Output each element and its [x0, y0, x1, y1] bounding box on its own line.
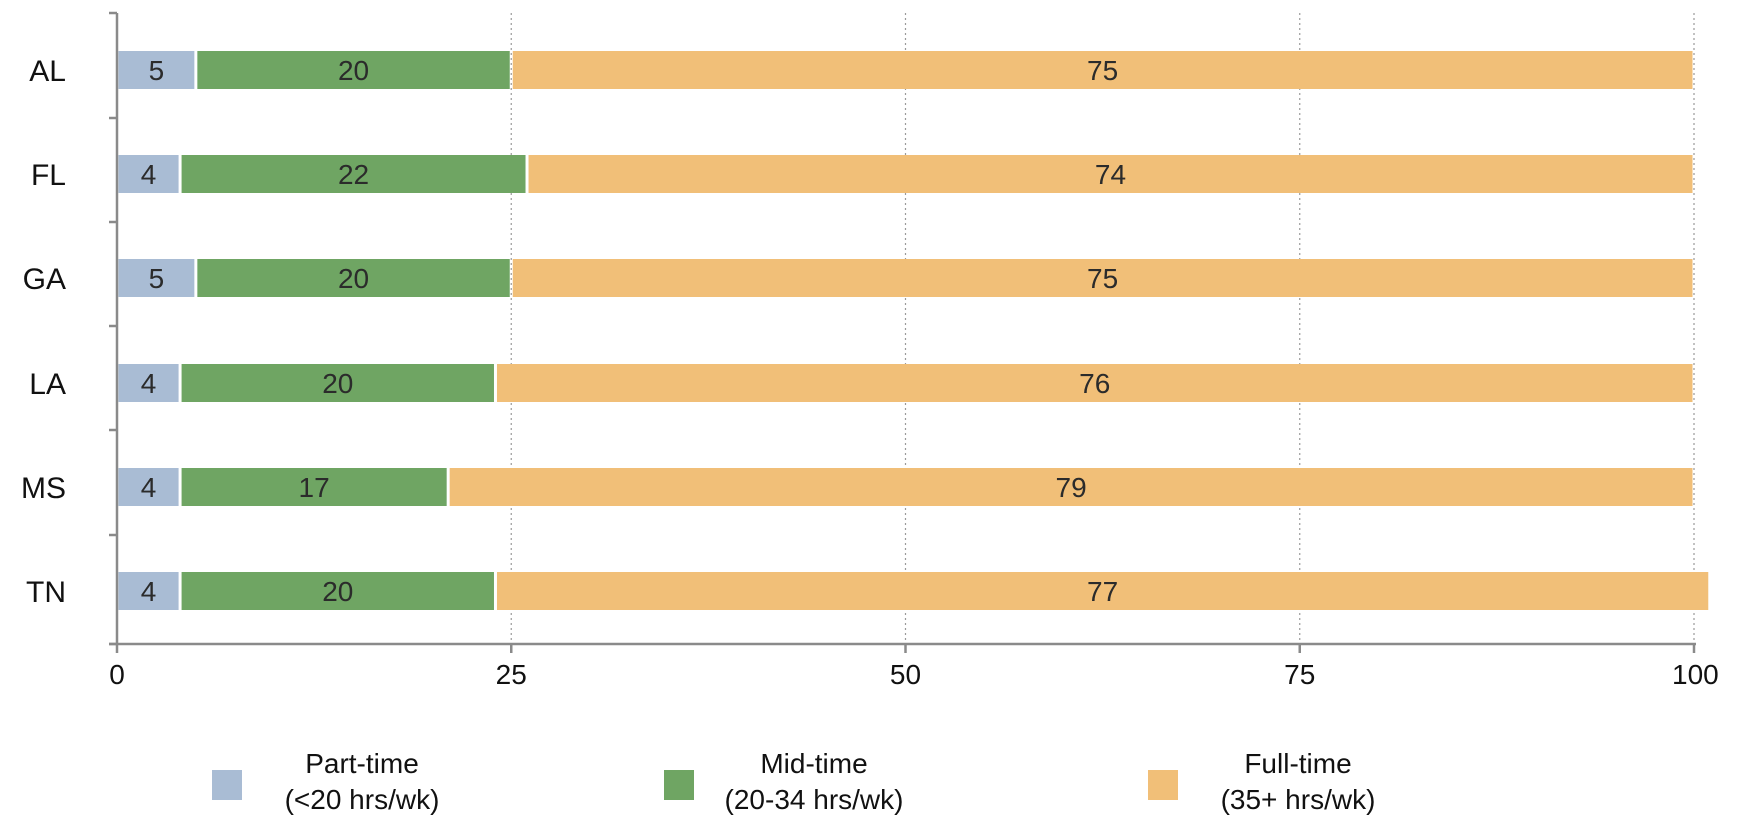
data-label: 75: [1087, 55, 1118, 86]
bar-segment-mid-time: [197, 259, 510, 297]
legend-label: Part-time: [305, 748, 419, 779]
data-label: 20: [338, 55, 369, 86]
legend-label: (20-34 hrs/wk): [725, 784, 904, 815]
data-label: 20: [338, 263, 369, 294]
bar-segment-part-time: [118, 468, 179, 506]
data-label: 76: [1079, 368, 1110, 399]
legend-label: Full-time: [1244, 748, 1351, 779]
data-label: 74: [1095, 159, 1126, 190]
bar-segment-mid-time: [181, 155, 526, 193]
legend-swatch: [212, 770, 242, 800]
bar-segment-part-time: [118, 259, 195, 297]
bar-segment-full-time: [496, 572, 1709, 610]
data-label: 4: [141, 368, 157, 399]
axis-layer: AL FL GA LA MS TN 0 25 50 75 100: [21, 11, 1719, 690]
bar-segment-part-time: [118, 155, 179, 193]
legend-swatch: [664, 770, 694, 800]
legend-item-part-time: Part-time (<20 hrs/wk): [212, 748, 439, 815]
category-label: GA: [23, 263, 66, 296]
x-tick-label: 100: [1672, 659, 1719, 690]
data-label: 4: [141, 159, 157, 190]
legend-label: (35+ hrs/wk): [1221, 784, 1376, 815]
bar-segment-part-time: [118, 364, 179, 402]
category-label: TN: [26, 576, 66, 609]
category-label: AL: [29, 55, 66, 88]
category-label: LA: [29, 368, 66, 401]
x-tick-label: 75: [1284, 659, 1315, 690]
legend-label: Mid-time: [760, 748, 867, 779]
bar-segment-full-time: [449, 468, 1693, 506]
bar-segment-mid-time: [181, 572, 494, 610]
x-tick-label: 0: [109, 659, 125, 690]
legend-item-full-time: Full-time (35+ hrs/wk): [1148, 748, 1375, 815]
x-tick-label: 25: [496, 659, 527, 690]
data-label: 22: [338, 159, 369, 190]
grid-layer: [510, 13, 1695, 644]
x-tick-label: 50: [890, 659, 921, 690]
legend-swatch: [1148, 770, 1178, 800]
data-label: 5: [149, 263, 165, 294]
legend-label: (<20 hrs/wk): [285, 784, 440, 815]
data-label: 20: [322, 368, 353, 399]
data-label: 5: [149, 55, 165, 86]
category-label: FL: [31, 159, 66, 192]
bar-segment-mid-time: [181, 468, 447, 506]
bar-segment-mid-time: [181, 364, 494, 402]
data-label: 77: [1087, 576, 1118, 607]
bar-segment-full-time: [512, 259, 1693, 297]
bar-segment-full-time: [528, 155, 1693, 193]
legend: Part-time (<20 hrs/wk) Mid-time (20-34 hrs/…: [212, 748, 1375, 815]
bar-segment-full-time: [512, 51, 1693, 89]
bar-segment-part-time: [118, 51, 195, 89]
bar-layer: 5 20 75 4 22 74 5 20 75 4 20 76 4 17 79 4 20 77: [118, 51, 1709, 610]
data-label: 20: [322, 576, 353, 607]
bar-segment-part-time: [118, 572, 179, 610]
bar-segment-full-time: [496, 364, 1693, 402]
data-label: 17: [299, 472, 330, 503]
data-label: 79: [1056, 472, 1087, 503]
legend-item-mid-time: Mid-time (20-34 hrs/wk): [664, 748, 903, 815]
category-label: MS: [21, 472, 66, 505]
bar-segment-mid-time: [197, 51, 510, 89]
data-label: 75: [1087, 263, 1118, 294]
data-label: 4: [141, 472, 157, 503]
data-label: 4: [141, 576, 157, 607]
